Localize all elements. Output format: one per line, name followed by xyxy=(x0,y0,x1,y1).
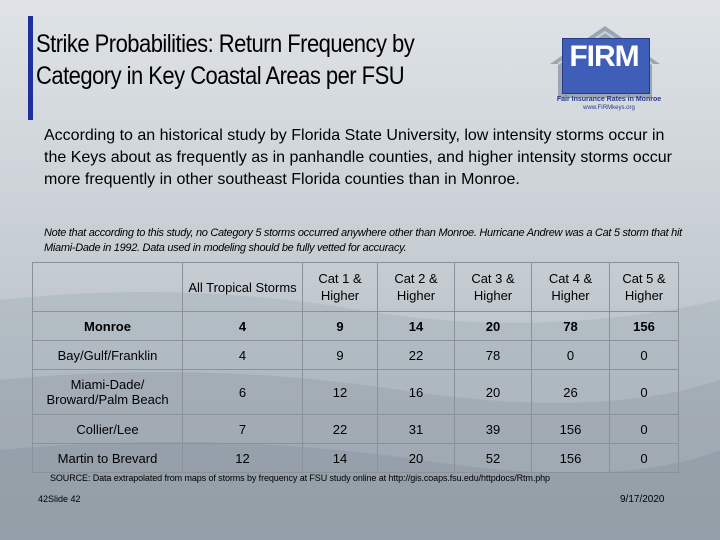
region-cell: Miami-Dade/ Broward/Palm Beach xyxy=(32,369,183,415)
value-cell: 20 xyxy=(377,443,455,473)
value-cell: 31 xyxy=(377,414,455,444)
value-cell: 156 xyxy=(531,443,610,473)
firm-logo: FIRM Fair Insurance Rates in Monroe www.… xyxy=(540,24,670,114)
value-cell: 0 xyxy=(609,340,679,370)
note-paragraph: Note that according to this study, no Ca… xyxy=(44,227,682,254)
slide-date: 9/17/2020 xyxy=(620,494,665,505)
title-line-1: Strike Probabilities: Return Frequency b… xyxy=(36,30,415,58)
value-cell: 4 xyxy=(182,340,303,370)
value-cell: 16 xyxy=(377,369,455,415)
header-cell: Cat 2 & Higher xyxy=(377,262,455,312)
region-cell: Martin to Brevard xyxy=(32,443,183,473)
region-cell: Monroe xyxy=(32,311,183,341)
table-row: Miami-Dade/ Broward/Palm Beach 6 12 16 2… xyxy=(32,369,679,415)
value-cell: 12 xyxy=(302,369,378,415)
value-cell: 39 xyxy=(454,414,532,444)
logo-subtitle: Fair Insurance Rates in Monroe xyxy=(556,96,662,103)
value-cell: 12 xyxy=(182,443,303,473)
value-cell: 20 xyxy=(454,311,532,341)
value-cell: 78 xyxy=(531,311,610,341)
table-header-row: All Tropical Storms Cat 1 & Higher Cat 2… xyxy=(32,262,679,312)
value-cell: 0 xyxy=(609,443,679,473)
source-note: SOURCE: Data extrapolated from maps of s… xyxy=(50,473,550,483)
region-cell: Bay/Gulf/Franklin xyxy=(32,340,183,370)
table-row: Martin to Brevard 12 14 20 52 156 0 xyxy=(32,443,679,473)
value-cell: 26 xyxy=(531,369,610,415)
value-cell: 0 xyxy=(531,340,610,370)
value-cell: 6 xyxy=(182,369,303,415)
header-cell: Cat 4 & Higher xyxy=(531,262,610,312)
header-cell: Cat 3 & Higher xyxy=(454,262,532,312)
title-accent-bar xyxy=(28,16,33,120)
intro-paragraph: According to an historical study by Flor… xyxy=(44,127,672,188)
value-cell: 0 xyxy=(609,369,679,415)
value-cell: 9 xyxy=(302,340,378,370)
region-cell: Collier/Lee xyxy=(32,414,183,444)
header-corner xyxy=(32,262,183,312)
table-row: Bay/Gulf/Franklin 4 9 22 78 0 0 xyxy=(32,340,679,370)
value-cell: 7 xyxy=(182,414,303,444)
value-cell: 14 xyxy=(377,311,455,341)
value-cell: 9 xyxy=(302,311,378,341)
value-cell: 22 xyxy=(302,414,378,444)
value-cell: 0 xyxy=(609,414,679,444)
strike-probability-table: All Tropical Storms Cat 1 & Higher Cat 2… xyxy=(32,262,679,473)
value-cell: 156 xyxy=(609,311,679,341)
header-cell: Cat 5 & Higher xyxy=(609,262,679,312)
header-cell: Cat 1 & Higher xyxy=(302,262,378,312)
value-cell: 22 xyxy=(377,340,455,370)
value-cell: 20 xyxy=(454,369,532,415)
value-cell: 156 xyxy=(531,414,610,444)
table-row: Monroe 4 9 14 20 78 156 xyxy=(32,311,679,341)
logo-url: www.FIRMkeys.org xyxy=(583,105,635,111)
value-cell: 78 xyxy=(454,340,532,370)
value-cell: 52 xyxy=(454,443,532,473)
table-row: Collier/Lee 7 22 31 39 156 0 xyxy=(32,414,679,444)
page-title: Strike Probabilities: Return Frequency b… xyxy=(36,28,476,92)
logo-box xyxy=(562,38,650,94)
title-line-2: Category in Key Coastal Areas per FSU xyxy=(36,62,405,90)
header-cell: All Tropical Storms xyxy=(182,262,303,312)
value-cell: 14 xyxy=(302,443,378,473)
slide-number: 42Slide 42 xyxy=(38,494,81,504)
logo-wordmark: FIRM xyxy=(569,40,639,73)
value-cell: 4 xyxy=(182,311,303,341)
